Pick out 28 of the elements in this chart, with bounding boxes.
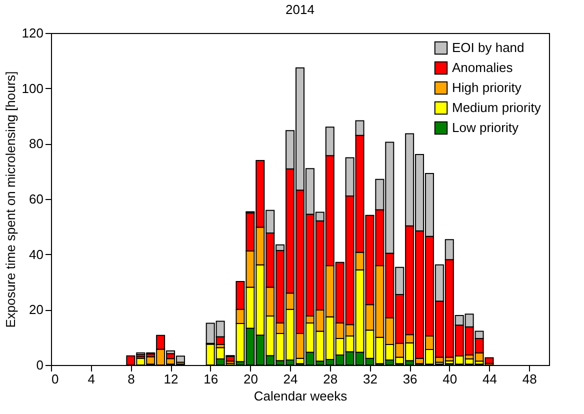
legend-label: Low priority — [452, 120, 519, 135]
x-tick-label: 0 — [52, 372, 59, 386]
x-tick-label: 48 — [522, 372, 537, 386]
legend-label: Medium priority — [452, 100, 542, 115]
legend-label: EOI by hand — [452, 40, 524, 55]
x-tick-label: 40 — [442, 372, 458, 386]
x-tick-label: 28 — [323, 372, 338, 386]
x-tick-label: 36 — [402, 372, 418, 386]
y-tick-label: 20 — [29, 302, 44, 318]
x-tick-label: 8 — [128, 372, 135, 386]
x-tick-label: 44 — [482, 372, 497, 386]
legend-label: Anomalies — [452, 60, 514, 75]
y-tick-label: 0 — [36, 358, 44, 372]
x-tick-label: 20 — [243, 372, 258, 386]
x-tick-label: 32 — [362, 372, 378, 386]
x-tick-label: 4 — [88, 372, 95, 386]
y-tick-label: 100 — [22, 80, 44, 96]
y-tick-label: 120 — [22, 26, 44, 40]
legend-label: High priority — [452, 80, 522, 95]
x-tick-label: 12 — [164, 372, 178, 386]
chart-title: 2014 — [286, 2, 314, 17]
x-tick-label: 24 — [283, 372, 298, 386]
y-axis-title: Exposure time spent on microlensing [hours] — [2, 71, 18, 328]
y-tick-label: 60 — [29, 192, 44, 206]
x-axis-title: Calendar weeks — [254, 388, 348, 404]
y-tick-label: 80 — [29, 136, 44, 152]
x-tick-label: 16 — [204, 372, 218, 386]
y-tick-label: 40 — [29, 246, 44, 262]
